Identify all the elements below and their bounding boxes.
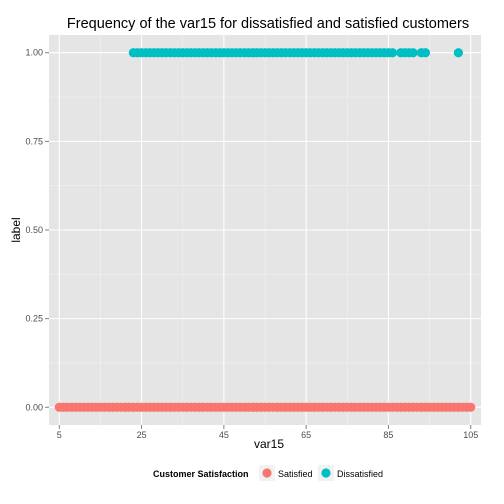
legend-label-satisfied: Satisfied bbox=[278, 469, 313, 479]
chart-title: Frequency of the var15 for dissatisfied … bbox=[67, 16, 469, 32]
data-point-dissatisfied bbox=[420, 48, 431, 58]
y-axis-title: label bbox=[9, 217, 23, 242]
legend-key-dissatisfied bbox=[321, 468, 331, 478]
y-tick-label: 0.75 bbox=[25, 136, 43, 146]
x-tick-label: 85 bbox=[383, 430, 393, 440]
x-tick-label: 65 bbox=[301, 430, 311, 440]
legend: Customer Satisfaction Satisfied Dissatisf… bbox=[153, 465, 383, 481]
y-tick-label: 0.25 bbox=[25, 314, 43, 324]
legend-label-dissatisfied: Dissatisfied bbox=[337, 469, 383, 479]
legend-key-satisfied bbox=[262, 468, 272, 478]
axes: 5 25 45 65 85 105 0.00 0.25 0.50 0.75 1.00 bbox=[25, 48, 478, 440]
x-axis-title: var15 bbox=[254, 437, 284, 451]
data-point-dissatisfied bbox=[453, 48, 463, 58]
y-tick-label: 0.50 bbox=[25, 225, 43, 235]
x-tick-label: 105 bbox=[463, 430, 478, 440]
y-tick-label: 0.00 bbox=[25, 402, 43, 412]
data-point-dissatisfied bbox=[387, 48, 398, 58]
data-points bbox=[54, 48, 476, 412]
data-point-dissatisfied bbox=[408, 48, 418, 58]
legend-title: Customer Satisfaction bbox=[153, 469, 249, 479]
x-tick-label: 45 bbox=[219, 430, 229, 440]
x-tick-label: 5 bbox=[57, 430, 62, 440]
y-tick-label: 1.00 bbox=[25, 48, 43, 58]
data-point-satisfied bbox=[466, 402, 476, 412]
x-tick-label: 25 bbox=[137, 430, 147, 440]
